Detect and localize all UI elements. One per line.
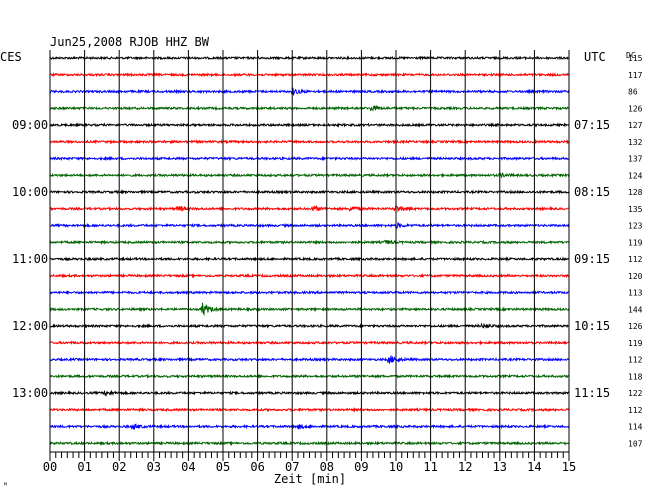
trace-row-22 — [49, 406, 570, 413]
dc-offset-value: 120 — [628, 272, 643, 281]
trace-row-9 — [49, 189, 570, 195]
trace-row-8 — [49, 172, 570, 179]
right-time-label: 11:15 — [574, 386, 610, 400]
trace-row-6 — [49, 138, 570, 145]
dc-offset-value: 115 — [628, 54, 643, 63]
trace-row-15 — [49, 289, 570, 296]
right-time-label: 10:15 — [574, 319, 610, 333]
trace-row-17 — [49, 322, 570, 329]
x-tick-label: 14 — [527, 460, 541, 474]
dc-label: DC — [626, 51, 636, 60]
x-tick-label: 04 — [181, 460, 195, 474]
dc-offset-value: 132 — [628, 138, 643, 147]
dc-offset-column: 115 117 86 126 127 132 137 124 128 135 123 119 112 12… — [628, 54, 643, 448]
x-tick-label: 09 — [354, 460, 368, 474]
footnote-glyph: ᴹ — [3, 481, 8, 490]
trace-row-5 — [49, 122, 570, 128]
dc-offset-value: 127 — [628, 121, 643, 130]
trace-row-11 — [49, 221, 570, 229]
x-tick-label: 00 — [43, 460, 57, 474]
x-tick-label: 12 — [458, 460, 472, 474]
left-time-label: 11:00 — [12, 252, 48, 266]
dc-offset-value: 86 — [628, 88, 638, 97]
dc-offset-value: 137 — [628, 155, 643, 164]
x-tick-label: 11 — [423, 460, 437, 474]
minute-grid — [49, 50, 570, 452]
x-tick-label: 13 — [493, 460, 507, 474]
trace-row-23 — [49, 423, 570, 431]
trace-row-1 — [49, 55, 570, 61]
left-time-label: 13:00 — [12, 386, 48, 400]
chart-title: Jun25,2008 RJOB HHZ BW — [50, 35, 210, 49]
dc-offset-value: 144 — [628, 305, 643, 314]
x-tick-label: 03 — [147, 460, 161, 474]
trace-row-13 — [49, 256, 570, 262]
trace-row-19 — [49, 355, 570, 364]
trace-row-4 — [49, 104, 570, 112]
dc-offset-value: 112 — [628, 406, 643, 415]
x-tick-label: 01 — [77, 460, 91, 474]
dc-offset-value: 107 — [628, 439, 643, 448]
trace-row-24 — [49, 440, 570, 447]
trace-row-14 — [49, 272, 570, 279]
dc-offset-value: 126 — [628, 104, 643, 113]
trace-row-18 — [49, 339, 570, 346]
trace-row-21 — [49, 389, 570, 397]
dc-offset-value: 119 — [628, 238, 643, 247]
x-tick-label: 08 — [320, 460, 334, 474]
x-tick-label: 02 — [112, 460, 126, 474]
trace-row-2 — [49, 71, 570, 78]
x-tick-label: 06 — [250, 460, 264, 474]
dc-offset-value: 122 — [628, 389, 643, 398]
left-time-label: 09:00 — [12, 118, 48, 132]
right-time-axis: 07:15 08:15 09:15 10:15 11:15 — [574, 118, 610, 400]
x-axis-label: Zeit [min] — [274, 472, 346, 486]
dc-offset-value: 117 — [628, 71, 643, 80]
dc-offset-value: 119 — [628, 339, 643, 348]
trace-row-7 — [49, 155, 570, 162]
dc-offset-value: 126 — [628, 322, 643, 331]
x-tick-label: 10 — [389, 460, 403, 474]
dc-offset-value: 135 — [628, 205, 643, 214]
dc-offset-value: 114 — [628, 423, 643, 432]
x-tick-label: 05 — [216, 460, 230, 474]
left-timezone-label: CES — [0, 50, 22, 64]
trace-row-20 — [49, 373, 570, 380]
right-time-label: 08:15 — [574, 185, 610, 199]
dc-offset-value: 112 — [628, 255, 643, 264]
trace-row-16 — [49, 302, 570, 317]
left-time-label: 12:00 — [12, 319, 48, 333]
right-timezone-label: UTC — [584, 50, 606, 64]
right-time-label: 07:15 — [574, 118, 610, 132]
trace-row-3 — [49, 87, 570, 97]
trace-row-10 — [49, 203, 570, 213]
x-axis: 00 01 02 03 04 05 06 07 08 09 10 11 12 13 14 15 — [43, 451, 576, 474]
dc-offset-value: 113 — [628, 289, 643, 298]
dc-offset-value: 123 — [628, 222, 643, 231]
trace-row-12 — [49, 239, 570, 246]
left-time-label: 10:00 — [12, 185, 48, 199]
dc-offset-value: 124 — [628, 171, 643, 180]
x-tick-label: 15 — [562, 460, 576, 474]
right-time-label: 09:15 — [574, 252, 610, 266]
dc-offset-value: 112 — [628, 356, 643, 365]
left-time-axis: 09:00 10:00 11:00 12:00 13:00 — [12, 118, 48, 400]
dc-offset-value: 118 — [628, 372, 643, 381]
trace-group — [49, 55, 570, 447]
x-tick-label: 07 — [285, 460, 299, 474]
dc-offset-value: 128 — [628, 188, 643, 197]
